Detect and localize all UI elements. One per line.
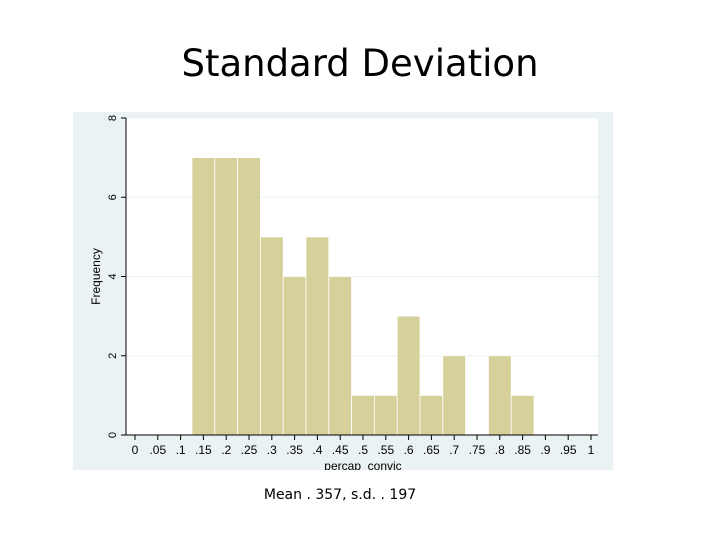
- y-tick-label: 8: [107, 115, 119, 121]
- x-axis-title: percap_convic: [324, 459, 401, 470]
- x-tick-label: .6: [404, 443, 414, 457]
- histogram-bar: [487, 355, 512, 436]
- y-axis-title: Frequency: [89, 248, 103, 305]
- x-tick-label: 0: [132, 443, 139, 457]
- histogram-bar: [259, 236, 284, 436]
- x-tick-label: .1: [176, 443, 186, 457]
- x-tick-label: .8: [495, 443, 505, 457]
- histogram-bar: [237, 157, 261, 436]
- statistics-caption: Mean . 357, s.d. . 197: [263, 487, 417, 503]
- x-tick-label: .25: [241, 443, 258, 457]
- x-tick-label: .95: [560, 443, 577, 457]
- x-tick-label: .65: [423, 443, 440, 457]
- x-tick-label: .4: [312, 443, 322, 457]
- x-tick-label: .5: [358, 443, 368, 457]
- histogram-bar: [419, 394, 444, 436]
- y-tick-label: 6: [107, 194, 119, 200]
- histogram-svg: 0 2 4 6 8 0 .05 .1 .15 .2 .25 .3 .35 .4 .45 .5 .55 .6 .65.…: [73, 112, 613, 470]
- x-tick-label: .55: [377, 443, 394, 457]
- x-tick-label: .2: [221, 443, 231, 457]
- histogram-bar: [305, 236, 330, 436]
- histogram-bar: [351, 394, 375, 436]
- histogram-bar: [396, 315, 421, 436]
- y-tick-label: 4: [107, 273, 119, 279]
- x-tick-label: .05: [149, 443, 166, 457]
- x-tick-label: .85: [514, 443, 531, 457]
- y-tick-label: 2: [107, 353, 119, 359]
- histogram-bar: [373, 394, 398, 436]
- x-tick-label: .15: [195, 443, 212, 457]
- histogram-bar: [282, 276, 307, 436]
- x-tick-label: .3: [267, 443, 277, 457]
- histogram-bar: [328, 276, 353, 436]
- slide-title: Standard Deviation: [181, 42, 539, 85]
- x-tick-label: .35: [286, 443, 303, 457]
- x-tick-label: .9: [540, 443, 550, 457]
- histogram-bar: [191, 157, 216, 436]
- x-tick-label: .7: [449, 443, 459, 457]
- histogram-bar: [214, 157, 239, 436]
- y-tick-label: 0: [107, 432, 119, 438]
- x-tick-label: .75: [469, 443, 486, 457]
- histogram-bar: [510, 394, 535, 436]
- x-tick-label: 1: [588, 443, 595, 457]
- x-tick-label: .45: [332, 443, 349, 457]
- histogram-chart: 0 2 4 6 8 0 .05 .1 .15 .2 .25 .3 .35 .4 .45 .5 .55 .6 .65.…: [73, 112, 613, 470]
- histogram-bar: [442, 355, 466, 436]
